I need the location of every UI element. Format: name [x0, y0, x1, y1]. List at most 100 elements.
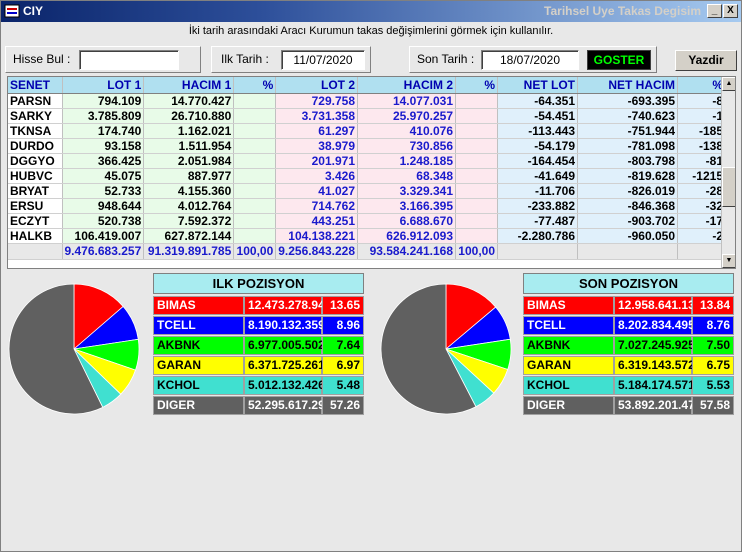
hisse-search-input[interactable]	[79, 50, 179, 70]
son-tarih-input[interactable]: 18/07/2020	[481, 50, 579, 70]
table-cell: 38.979	[275, 138, 358, 154]
table-cell: PARSN	[8, 93, 63, 109]
table-cell: -2	[677, 228, 726, 244]
table-cell: -81	[677, 153, 726, 169]
table-cell: -693.395	[577, 93, 678, 109]
table-cell: 443.251	[275, 213, 358, 229]
column-header[interactable]: %	[677, 77, 726, 94]
title-bar[interactable]: CIY Tarihsel Uye Takas Degisim _ X	[1, 1, 741, 22]
table-cell	[233, 168, 277, 184]
table-cell: 3.329.341	[357, 183, 456, 199]
table-cell: -1215	[677, 168, 726, 184]
table-row[interactable]: ECZYT 520.738 7.592.372 443.251 6.688.670 -77…	[8, 213, 726, 229]
table-row[interactable]: BRYAT 52.733 4.155.360 41.027 3.329.341 -11.7…	[8, 183, 726, 199]
total-cell	[677, 243, 726, 260]
table-cell: -846.368	[577, 198, 678, 214]
position-name: DIGER	[153, 396, 244, 415]
table-cell: -781.098	[577, 138, 678, 154]
position-row: GARAN 6.371.725.261 6.97	[153, 356, 364, 375]
scroll-thumb[interactable]	[722, 167, 735, 207]
column-header[interactable]: HACIM 2	[357, 77, 456, 94]
table-cell: 7.592.372	[143, 213, 235, 229]
table-cell: -751.944	[577, 123, 678, 139]
table-cell: 3.785.809	[62, 108, 145, 124]
position-row: TCELL 8.202.834.495 8.76	[523, 316, 734, 335]
table-cell: 4.012.764	[143, 198, 235, 214]
table-row[interactable]: SARKY 3.785.809 26.710.880 3.731.358 25.970.…	[8, 108, 726, 124]
position-value: 6.977.005.502	[244, 336, 325, 355]
table-cell: -819.628	[577, 168, 678, 184]
position-percent: 7.64	[322, 336, 364, 355]
ilk-tarih-input[interactable]: 11/07/2020	[281, 50, 365, 70]
position-percent: 6.75	[692, 356, 734, 375]
table-cell: -28	[677, 183, 726, 199]
position-row: GARAN 6.319.143.572 6.75	[523, 356, 734, 375]
position-percent: 6.97	[322, 356, 364, 375]
table-cell	[233, 228, 277, 244]
table-cell: -54.451	[497, 108, 578, 124]
table-cell: 174.740	[62, 123, 145, 139]
table-cell	[455, 153, 498, 169]
total-cell: 9.256.843.228	[275, 243, 358, 260]
table-cell	[455, 183, 498, 199]
table-row[interactable]: HUBVC 45.075 887.977 3.426 68.348 -41.649 -819…	[8, 168, 726, 184]
column-header[interactable]: SENET	[8, 77, 63, 94]
table-row[interactable]: DURDO 93.158 1.511.954 38.979 730.856 -54.179…	[8, 138, 726, 154]
position-value: 6.371.725.261	[244, 356, 325, 375]
position-row: KCHOL 5.012.132.426 5.48	[153, 376, 364, 395]
table-cell: 366.425	[62, 153, 145, 169]
pie-slice-diger	[8, 283, 104, 415]
table-cell: -960.050	[577, 228, 678, 244]
table-cell: 627.872.144	[143, 228, 235, 244]
minimize-button[interactable]: _	[707, 4, 722, 18]
position-percent: 7.50	[692, 336, 734, 355]
son-pozisyon-pie-chart	[380, 283, 512, 415]
column-header[interactable]: LOT 1	[62, 77, 145, 94]
table-row[interactable]: ERSU 948.644 4.012.764 714.762 3.166.395 -233…	[8, 198, 726, 214]
position-percent: 8.96	[322, 316, 364, 335]
column-header[interactable]: %	[233, 77, 277, 94]
table-cell: -164.454	[497, 153, 578, 169]
close-button[interactable]: X	[723, 4, 738, 18]
column-header[interactable]: HACIM 1	[143, 77, 235, 94]
position-name: TCELL	[523, 316, 614, 335]
position-name: BIMAS	[153, 296, 244, 315]
yazdir-button[interactable]: Yazdir	[675, 50, 737, 71]
column-header[interactable]: NET LOT	[497, 77, 578, 94]
column-header[interactable]: LOT 2	[275, 77, 358, 94]
column-header[interactable]: %	[455, 77, 498, 94]
table-row[interactable]: TKNSA 174.740 1.162.021 61.297 410.076 -113.4…	[8, 123, 726, 139]
table-cell: 1.162.021	[143, 123, 235, 139]
table-cell	[455, 228, 498, 244]
position-row: DIGER 52.295.617.294 57.26	[153, 396, 364, 415]
column-header[interactable]: NET HACIM	[577, 77, 678, 94]
scroll-up-icon[interactable]: ▲	[722, 77, 735, 91]
table-cell: 68.348	[357, 168, 456, 184]
position-value: 52.295.617.294	[244, 396, 331, 415]
vertical-scrollbar[interactable]: ▲ ▼	[721, 77, 735, 268]
table-cell: 887.977	[143, 168, 235, 184]
table-cell: 25.970.257	[357, 108, 456, 124]
scroll-down-icon[interactable]: ▼	[722, 254, 735, 268]
table-row[interactable]: HALKB 106.419.007 627.872.144 104.138.221 62…	[8, 228, 726, 244]
table-cell: -17	[677, 213, 726, 229]
table-cell: TKNSA	[8, 123, 63, 139]
table-cell	[233, 183, 277, 199]
table-cell: 2.051.984	[143, 153, 235, 169]
table-row[interactable]: PARSN 794.109 14.770.427 729.758 14.077.031 -…	[8, 93, 726, 109]
total-cell: 100,00	[455, 243, 498, 260]
table-cell: -2.280.786	[497, 228, 578, 244]
table-cell: SARKY	[8, 108, 63, 124]
table-row[interactable]: DGGYO 366.425 2.051.984 201.971 1.248.185 -16…	[8, 153, 726, 169]
son-pozisyon-title: SON POZISYON	[523, 273, 734, 294]
goster-button[interactable]: GOSTER	[587, 50, 651, 70]
position-value: 12.958.641.132	[614, 296, 701, 315]
table-cell: 93.158	[62, 138, 145, 154]
position-row: AKBNK 7.027.245.925 7.50	[523, 336, 734, 355]
table-cell: 104.138.221	[275, 228, 358, 244]
table-cell: 730.856	[357, 138, 456, 154]
position-name: KCHOL	[523, 376, 614, 395]
table-cell: 1.511.954	[143, 138, 235, 154]
takas-grid[interactable]: SENET LOT 1 HACIM 1% LOT 2 HACIM 2% NET LOT NE…	[7, 76, 736, 269]
